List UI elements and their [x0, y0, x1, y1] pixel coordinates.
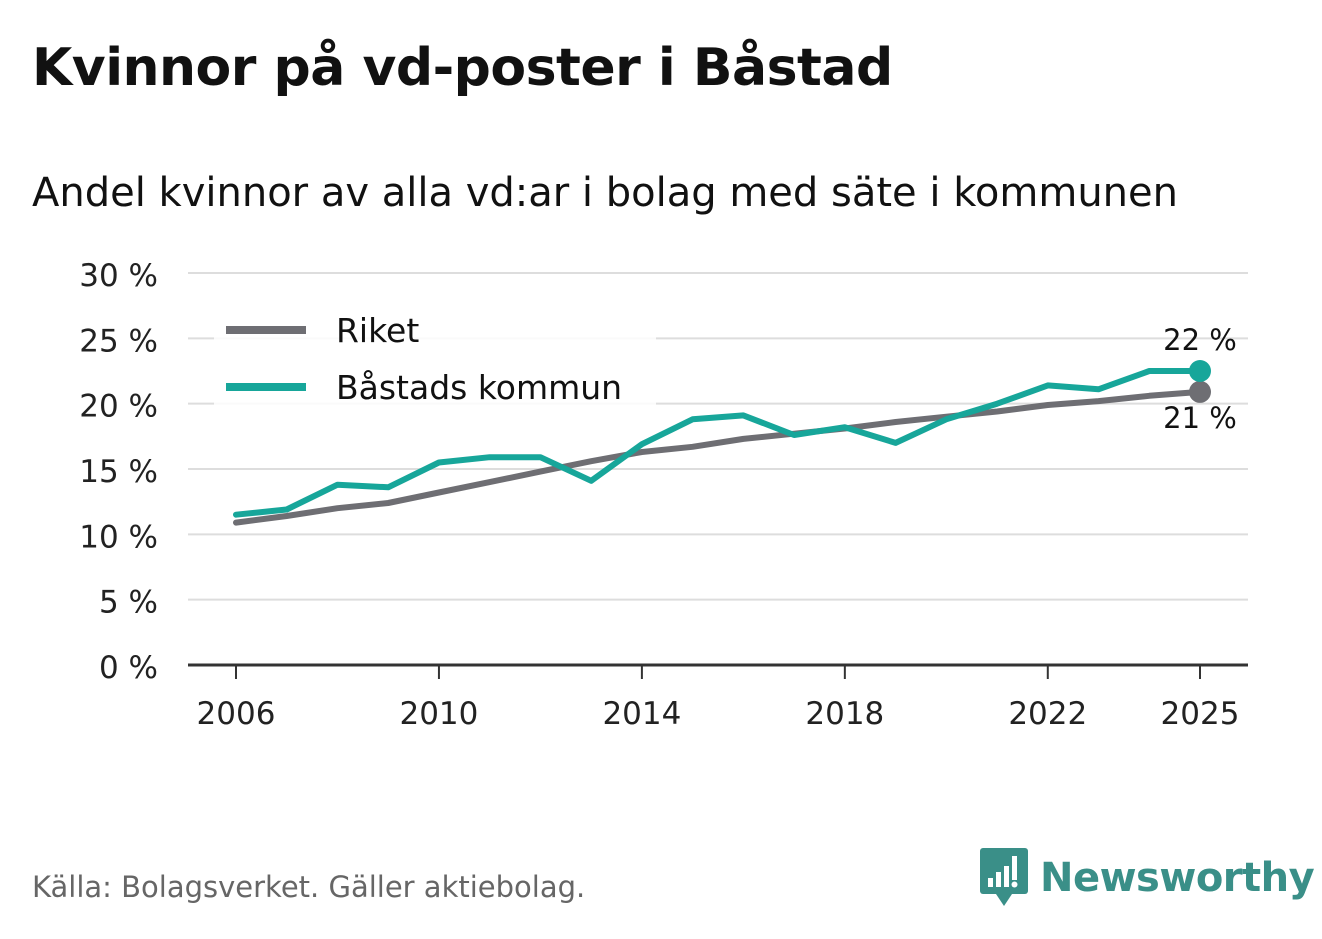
line-chart: 0 % 5 % 10 % 15 % 20 % 25 % 30 % 2006 2010 2014 2… [79, 258, 1248, 732]
y-tick-label: 20 % [79, 389, 158, 425]
legend-background [214, 306, 656, 418]
y-tick-label: 25 % [79, 323, 158, 359]
chart-title: Kvinnor på vd-poster i Båstad [32, 38, 893, 98]
x-tick-label: 2025 [1161, 696, 1240, 732]
x-tick-label: 2010 [399, 696, 478, 732]
y-tick-label: 10 % [79, 519, 158, 555]
legend-label-0: Riket [336, 311, 419, 350]
series-end-label-0: 21 % [1163, 401, 1237, 435]
series-end-label-1: 22 % [1163, 323, 1237, 357]
x-tick-label: 2022 [1008, 696, 1087, 732]
x-tick-label: 2018 [805, 696, 884, 732]
brand-logo: Newsworthy [980, 848, 1315, 908]
x-tick-label: 2014 [602, 696, 681, 732]
y-tick-label: 15 % [79, 454, 158, 490]
y-tick-label: 0 % [99, 650, 158, 686]
series-end-point-1 [1189, 360, 1211, 382]
chart-subtitle: Andel kvinnor av alla vd:ar i bolag med … [32, 170, 1178, 216]
y-tick-label: 30 % [79, 258, 158, 294]
series-end-point-0 [1189, 380, 1211, 403]
legend-label-1: Båstads kommun [336, 368, 622, 407]
x-tick-label: 2006 [197, 696, 276, 732]
newsworthy-logo-icon [980, 848, 1028, 906]
series-line-0 [233, 388, 1203, 526]
source-note: Källa: Bolagsverket. Gäller aktiebolag. [32, 870, 586, 904]
brand-name: Newsworthy [1040, 855, 1315, 901]
y-tick-label: 5 % [99, 585, 158, 621]
series-line-1 [233, 368, 1203, 518]
